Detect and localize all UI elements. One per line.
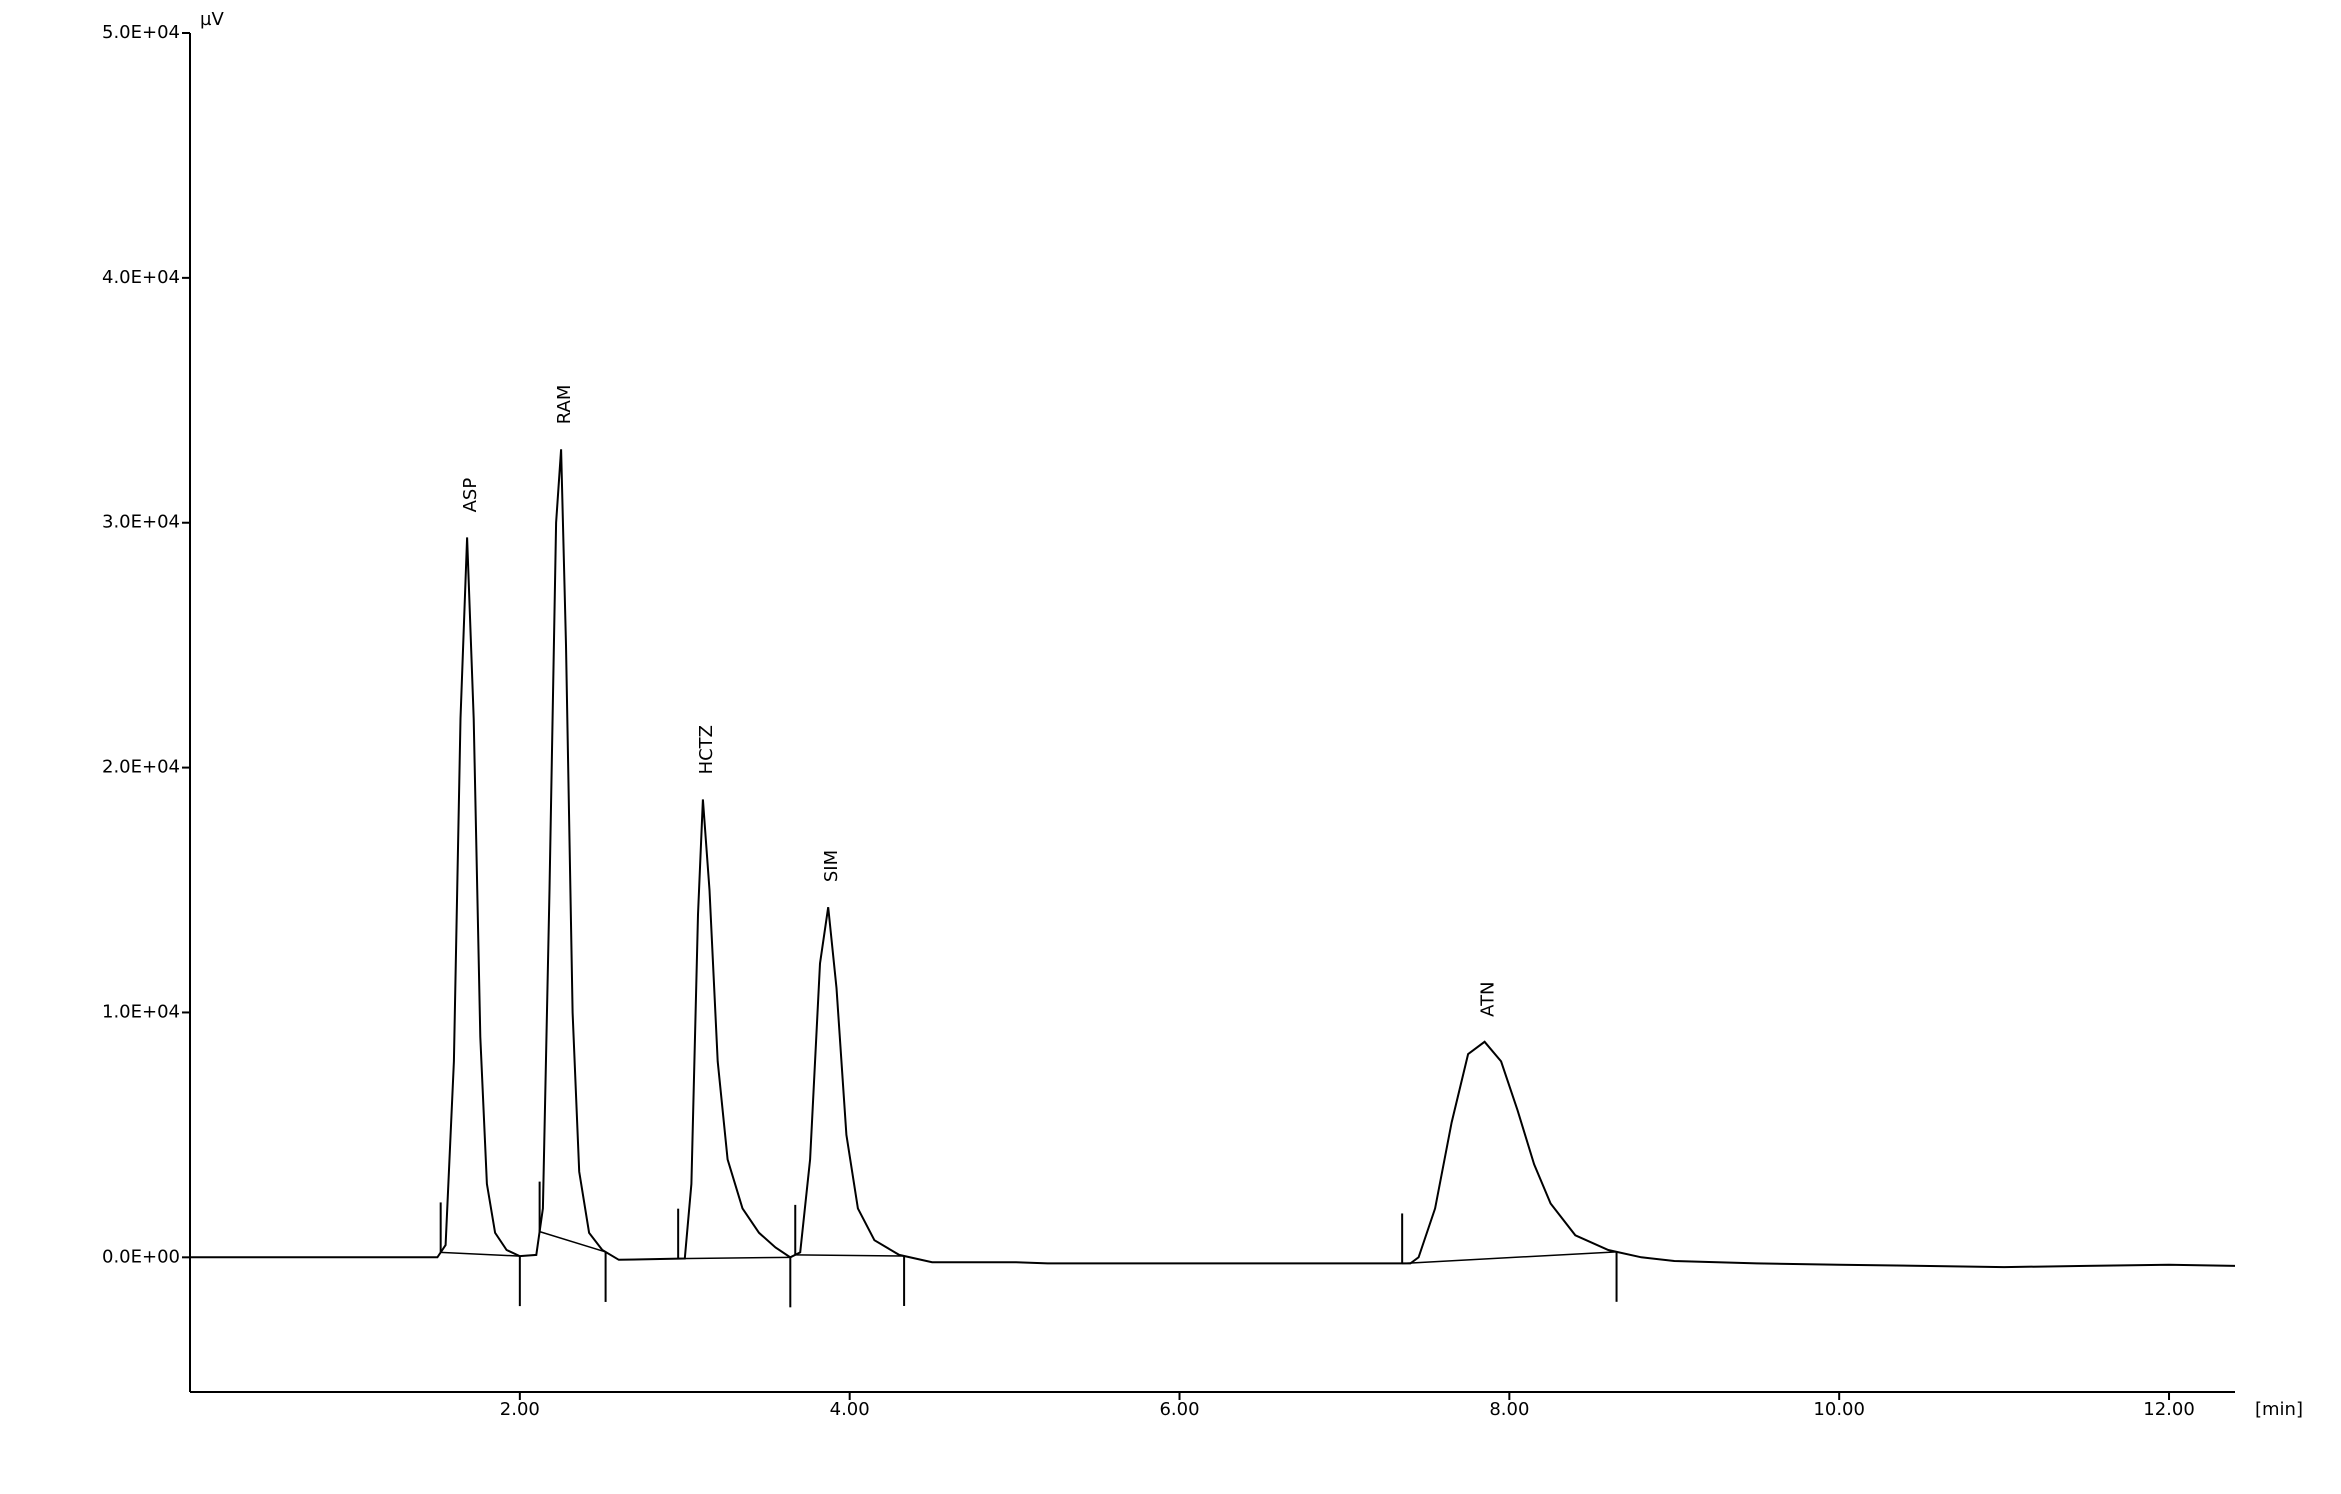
peak-label: RAM [554, 385, 575, 425]
integration-baseline [678, 1256, 791, 1260]
peak-label: HCTZ [696, 725, 717, 774]
y-tick-label: 2.0E+04 [102, 757, 180, 778]
trace [190, 449, 2236, 1269]
y-tick-label: 5.0E+04 [102, 22, 180, 43]
y-tick-label: 4.0E+04 [102, 267, 180, 288]
integration-baseline [539, 1230, 606, 1253]
x-tick-label: 2.00 [500, 1399, 540, 1420]
x-tick-label: 4.00 [830, 1399, 870, 1420]
y-tick-label: 3.0E+04 [102, 512, 180, 533]
y-tick-label: 1.0E+04 [102, 1001, 180, 1022]
y-tick-label: 0.0E+00 [102, 1246, 180, 1267]
x-tick-label: 6.00 [1159, 1399, 1199, 1420]
x-tick-label: 12.00 [2143, 1399, 2195, 1420]
x-tick-label: 10.00 [1813, 1399, 1865, 1420]
peak-label: SIM [821, 850, 842, 882]
integration-baseline [440, 1251, 520, 1257]
x-unit: [min] [2255, 1399, 2303, 1420]
integration-baseline [1402, 1251, 1617, 1265]
peak-label: ASP [460, 478, 481, 513]
x-tick-label: 8.00 [1489, 1399, 1529, 1420]
integration-baseline [795, 1254, 905, 1257]
peak-label: ATN [1478, 981, 1499, 1016]
y-unit: µV [200, 9, 224, 30]
